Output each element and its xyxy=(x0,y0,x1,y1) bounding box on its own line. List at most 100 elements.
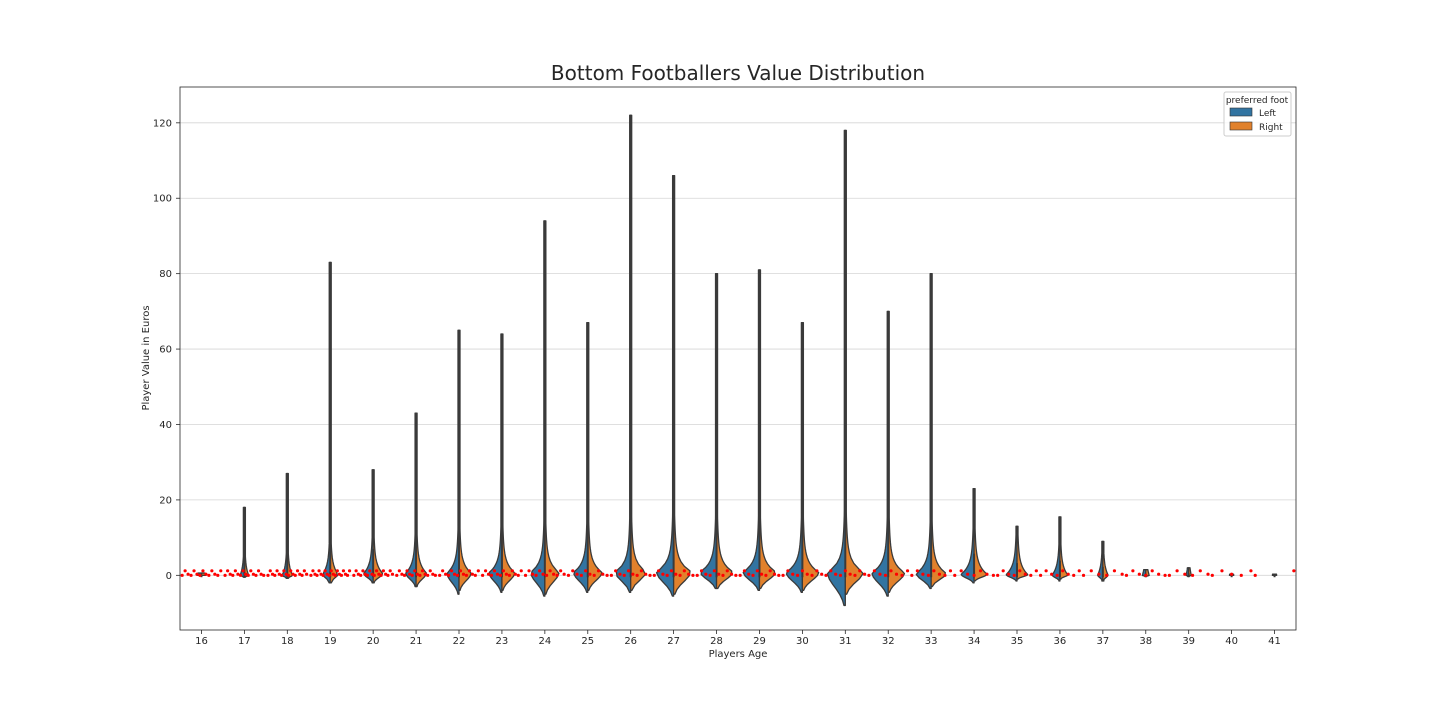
swarm-point xyxy=(400,572,404,576)
swarm-point xyxy=(996,573,1000,577)
swarm-point xyxy=(717,572,721,576)
violin-half-right xyxy=(415,412,428,588)
swarm-point xyxy=(345,573,350,577)
legend-swatch-right xyxy=(1229,121,1253,131)
swarm-point xyxy=(534,573,538,577)
violin-half-right xyxy=(501,333,516,592)
swarm-point xyxy=(341,569,346,573)
swarm-point xyxy=(729,572,734,576)
swarm-point xyxy=(1034,569,1038,573)
x-tick-label: 39 xyxy=(1182,636,1195,647)
swarm-point xyxy=(481,573,485,577)
swarm-point xyxy=(820,572,824,576)
swarm-point xyxy=(418,573,422,577)
swarm-point xyxy=(755,569,759,573)
swarm-point xyxy=(449,569,454,573)
swarm-point xyxy=(1253,573,1257,577)
swarm-point xyxy=(390,572,395,576)
y-tick-label: 60 xyxy=(159,345,172,356)
swarm-point xyxy=(985,572,989,576)
swarm-point xyxy=(566,573,571,577)
swarm-point xyxy=(513,572,517,576)
legend-title: preferred foot xyxy=(1226,96,1289,106)
swarm-point xyxy=(507,573,511,577)
swarm-point xyxy=(943,573,947,577)
swarm-point xyxy=(721,573,725,577)
swarm-point xyxy=(760,572,764,576)
swarm-point xyxy=(1055,573,1059,577)
grid-lines xyxy=(180,122,1296,576)
swarm-point xyxy=(183,569,187,573)
x-tick-label: 17 xyxy=(238,636,251,647)
swarm-point xyxy=(1001,569,1005,573)
swarm-point xyxy=(635,573,639,577)
swarm-point xyxy=(305,572,309,576)
swarm-point xyxy=(810,573,814,577)
swarm-point xyxy=(204,572,208,576)
swarm-point xyxy=(1183,572,1187,576)
swarm-point xyxy=(665,573,669,577)
swarm-point xyxy=(691,573,695,577)
swarm-point xyxy=(323,569,327,573)
swarm-point xyxy=(339,573,344,577)
violin-half-left xyxy=(363,469,374,584)
swarm-point xyxy=(266,573,270,577)
swarm-point xyxy=(315,573,319,577)
swarm-point xyxy=(548,569,552,573)
swarm-point xyxy=(186,572,190,576)
swarm-point xyxy=(1150,569,1154,573)
swarm-point xyxy=(991,573,995,577)
swarm-point xyxy=(614,569,618,573)
swarm-point xyxy=(361,569,365,573)
swarm-point xyxy=(747,572,751,576)
violin-half-right xyxy=(630,114,646,592)
swarm-point xyxy=(687,572,691,576)
y-tick-label: 80 xyxy=(159,269,172,280)
swarm-point xyxy=(381,569,385,573)
swarm-point xyxy=(397,569,401,573)
swarm-points xyxy=(180,569,1296,577)
swarm-point xyxy=(195,572,199,576)
swarm-point xyxy=(1144,573,1148,577)
x-tick-label: 19 xyxy=(324,636,337,647)
swarm-point xyxy=(192,569,196,573)
axes: 0 20 40 60 80 100 120 16 17 18 19 20 21 22 23 24 25 26 27 2… xyxy=(153,118,1281,647)
swarm-point xyxy=(405,569,409,573)
swarm-point xyxy=(853,573,857,577)
swarm-point xyxy=(1044,569,1048,573)
swarm-point xyxy=(1167,573,1171,577)
swarm-point xyxy=(725,569,729,573)
swarm-point xyxy=(368,569,372,573)
swarm-point xyxy=(1105,573,1109,577)
y-tick-label: 120 xyxy=(153,118,172,129)
plot-frame xyxy=(179,86,1297,631)
swarm-point xyxy=(900,573,904,577)
x-tick-label: 18 xyxy=(281,636,294,647)
swarm-point xyxy=(530,572,535,576)
swarm-point xyxy=(1157,572,1161,576)
swarm-point xyxy=(618,572,622,576)
swarm-point xyxy=(347,569,352,573)
swarm-point xyxy=(317,569,321,573)
swarm-point xyxy=(948,569,953,573)
violin-half-left xyxy=(915,273,932,590)
swarm-point xyxy=(953,573,957,577)
swarm-point xyxy=(596,569,601,573)
swarm-point xyxy=(768,569,772,573)
swarm-point xyxy=(738,573,742,577)
swarm-point xyxy=(1120,572,1124,576)
swarm-point xyxy=(656,569,661,573)
swarm-point xyxy=(302,569,306,573)
swarm-point xyxy=(210,569,214,573)
swarm-point xyxy=(838,573,843,577)
swarm-point xyxy=(428,569,432,573)
swarm-point xyxy=(708,573,712,577)
swarm-point xyxy=(259,572,263,576)
swarm-point xyxy=(300,573,304,577)
swarm-point xyxy=(894,572,899,576)
x-tick-label: 23 xyxy=(496,636,509,647)
swarm-point xyxy=(228,572,232,576)
violin-half-right xyxy=(758,269,776,590)
violin-half-right xyxy=(844,129,864,595)
swarm-point xyxy=(648,573,652,577)
